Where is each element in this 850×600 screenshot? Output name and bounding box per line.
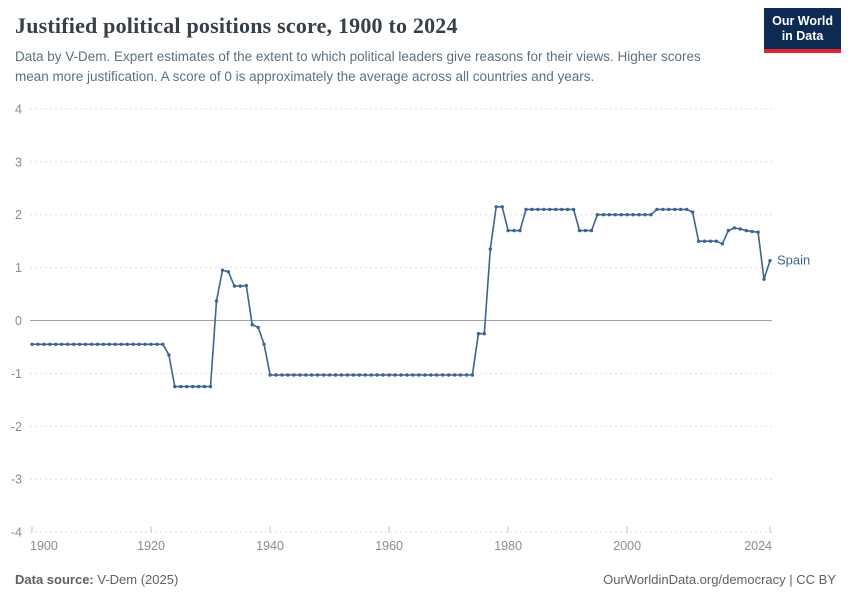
x-tick-label: 1920 xyxy=(137,539,165,553)
owid-logo-line1: Our World xyxy=(772,14,833,28)
chart-subtitle: Data by V-Dem. Expert estimates of the e… xyxy=(15,49,701,84)
data-source: Data source: V-Dem (2025) xyxy=(15,572,178,587)
x-tick-label: 1940 xyxy=(256,539,284,553)
chart-title: Justified political positions score, 190… xyxy=(15,13,458,38)
data-source-value: V-Dem (2025) xyxy=(93,572,179,587)
y-tick-label: -4 xyxy=(11,526,22,540)
x-tick-label: 1900 xyxy=(30,539,58,553)
data-points xyxy=(30,205,772,389)
y-tick-label: 4 xyxy=(15,102,22,116)
entity-label-spain: Spain xyxy=(777,253,810,268)
owid-logo-line2: in Data xyxy=(781,29,824,43)
y-tick-label: -1 xyxy=(11,367,22,381)
y-tick-label: -2 xyxy=(11,420,22,434)
y-tick-label: 0 xyxy=(15,314,22,328)
y-tick-label: 1 xyxy=(15,261,22,275)
x-tick-label: 2000 xyxy=(613,539,641,553)
owid-logo[interactable]: Our World in Data xyxy=(764,8,841,53)
data-source-label: Data source: xyxy=(15,572,94,587)
x-axis: 1900 1920 1940 1960 1980 2000 2024 xyxy=(30,526,772,553)
y-tick-label: 3 xyxy=(15,155,22,169)
y-tick-label: 2 xyxy=(15,208,22,222)
footer-link[interactable]: OurWorldinData.org/democracy | CC BY xyxy=(603,572,836,587)
y-tick-label: -3 xyxy=(11,473,22,487)
y-gridlines: 4 3 2 1 0 -1 -2 -3 -4 xyxy=(11,102,772,540)
x-tick-label: 2024 xyxy=(744,539,772,553)
x-tick-label: 1980 xyxy=(494,539,522,553)
chart-header: Justified political positions score, 190… xyxy=(15,13,758,87)
x-tick-label: 1960 xyxy=(375,539,403,553)
footer: Data source: V-Dem (2025) OurWorldinData… xyxy=(15,572,836,587)
data-line-spain xyxy=(31,206,771,388)
